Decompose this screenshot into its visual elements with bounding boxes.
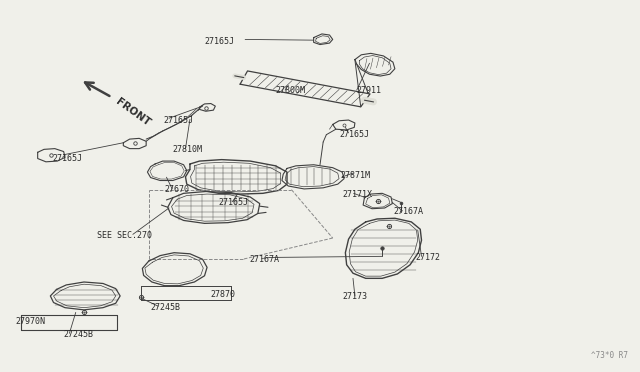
Text: 27165J: 27165J [218, 198, 248, 207]
Text: 27810M: 27810M [173, 145, 203, 154]
Text: 27173: 27173 [342, 292, 367, 301]
Text: 27172: 27172 [415, 253, 440, 262]
Text: 27165J: 27165J [204, 37, 234, 46]
Text: 27165J: 27165J [52, 154, 83, 163]
Text: SEE SEC.270: SEE SEC.270 [97, 231, 152, 240]
Text: 27171X: 27171X [342, 190, 372, 199]
Text: 27245B: 27245B [150, 303, 180, 312]
Text: 27911: 27911 [356, 86, 382, 95]
Text: 27245B: 27245B [63, 330, 93, 339]
Text: 27670: 27670 [164, 185, 189, 194]
Text: FRONT: FRONT [114, 96, 152, 128]
Text: 27165J: 27165J [163, 116, 193, 125]
Text: 27167A: 27167A [249, 255, 279, 264]
Text: 27871M: 27871M [340, 170, 371, 180]
Text: 27870: 27870 [211, 289, 236, 299]
Text: 27165J: 27165J [339, 130, 369, 139]
Text: ^73*0 R7: ^73*0 R7 [591, 351, 628, 360]
Text: 27970N: 27970N [15, 317, 45, 326]
Text: 27800M: 27800M [276, 86, 305, 95]
Text: 27167A: 27167A [393, 207, 423, 216]
